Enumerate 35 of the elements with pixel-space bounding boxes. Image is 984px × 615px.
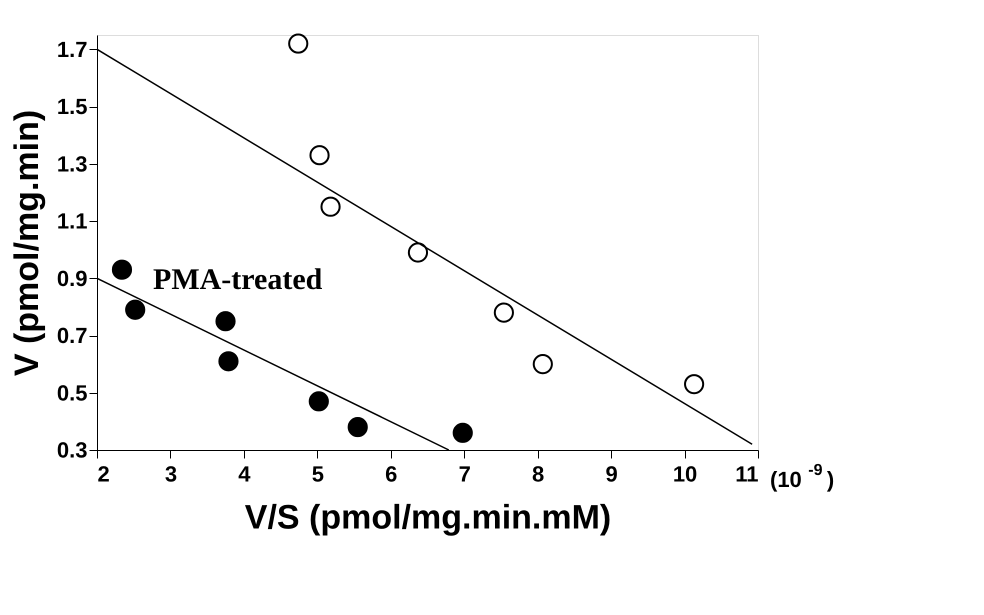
point (112, 260, 132, 280)
point (309, 145, 330, 166)
point (125, 300, 146, 320)
x-tick-label: 5 (312, 462, 324, 486)
point (320, 196, 341, 217)
point (348, 417, 368, 438)
point (218, 351, 239, 372)
x-tick-label: 4 (238, 462, 252, 486)
point (215, 311, 236, 332)
y-tick-label: 1.5 (56, 94, 88, 120)
y-tick-label: 0.9 (56, 266, 88, 291)
x-tick-label: 11 (735, 462, 758, 486)
point (288, 34, 308, 54)
y-tick-label: 0.5 (56, 380, 88, 406)
point (684, 374, 704, 394)
x-tick-label: 10 (672, 462, 698, 486)
annotation: PMA-treated (153, 263, 323, 296)
x-tick-label: 7 (458, 462, 471, 486)
x-tick-label: 8 (532, 462, 544, 486)
x-tick-label: 9 (605, 462, 618, 486)
x-tick-label: 6 (385, 462, 398, 486)
y-tick-label: 0.3 (56, 438, 88, 462)
point (308, 391, 329, 412)
y-tick-label: 1.3 (56, 151, 88, 176)
y-tick-label: 1.1 (56, 208, 88, 234)
point (494, 302, 514, 323)
y-tick-label: 1.7 (56, 36, 88, 62)
y-axis-title: V (pmol/mg.min) (8, 110, 46, 376)
x-tick-label: 3 (164, 462, 178, 486)
y-tick-label: 0.7 (56, 323, 88, 348)
point (532, 354, 553, 374)
x-axis-title: V/S (pmol/mg.min.mM) (244, 498, 612, 536)
point (452, 422, 473, 443)
point (408, 242, 428, 263)
x-tick-label: 2 (98, 462, 110, 486)
